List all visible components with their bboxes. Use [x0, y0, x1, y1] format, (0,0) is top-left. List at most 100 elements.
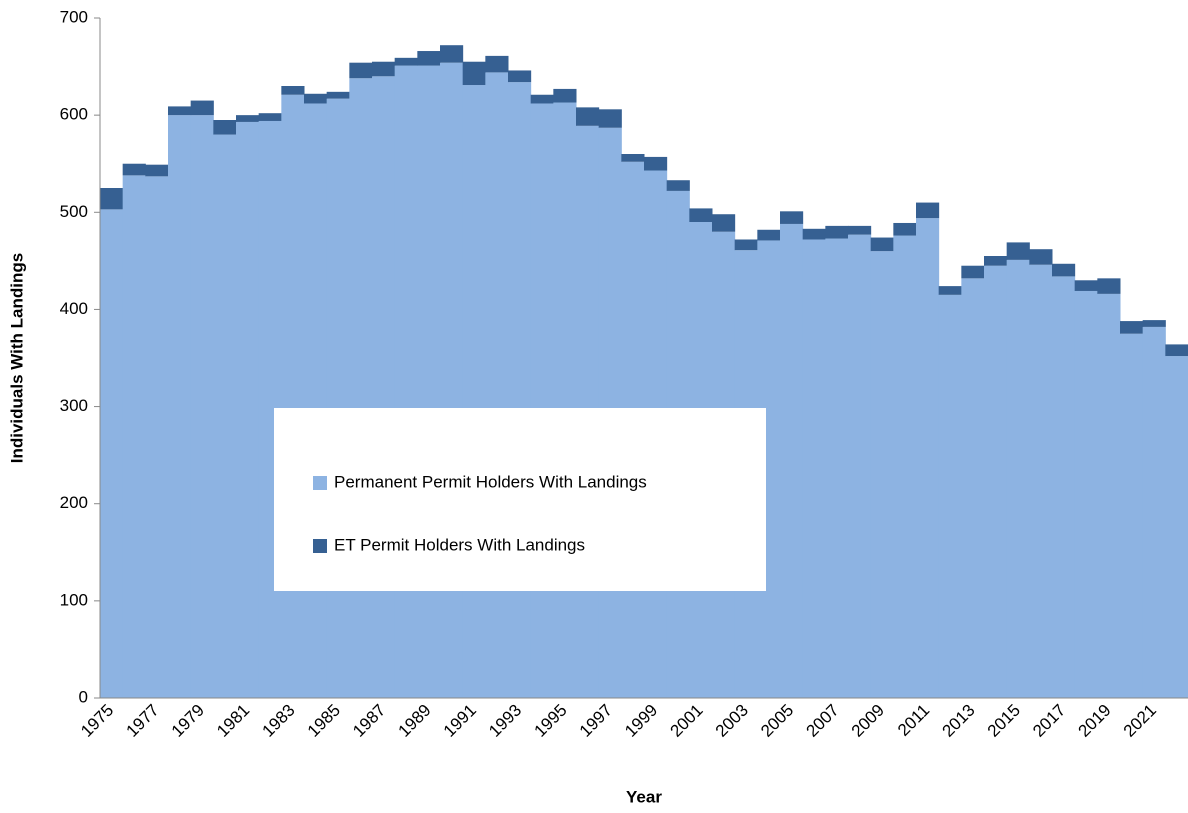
x-tick-label: 2021 [1120, 701, 1160, 741]
bar-segment [1074, 280, 1098, 291]
bar-segment [961, 265, 985, 279]
bar-segment [213, 134, 237, 699]
bar-segment [462, 85, 486, 699]
bar-segment [213, 120, 237, 135]
bar-segment [326, 98, 350, 699]
x-tick-label: 1985 [304, 701, 344, 741]
bar-segment [440, 62, 464, 698]
bar-segment [916, 202, 940, 219]
bar-segment [893, 235, 917, 698]
bar-segment [100, 188, 124, 210]
y-tick-label: 700 [60, 7, 88, 26]
bar-segment [281, 86, 305, 95]
bar-segment [802, 228, 826, 240]
bar-segment [1142, 320, 1166, 327]
x-tick-label: 2003 [712, 701, 752, 741]
bar-segment [576, 107, 600, 126]
y-tick-label: 500 [60, 202, 88, 221]
x-tick-label: 1977 [122, 701, 162, 741]
y-tick-label: 300 [60, 396, 88, 415]
bar-segment [1097, 278, 1121, 294]
bar-segment [372, 61, 396, 77]
bar-segment [1029, 249, 1053, 265]
x-tick-label: 1987 [349, 701, 389, 741]
x-tick-label: 2005 [757, 701, 797, 741]
y-axis-title: Individuals With Landings [7, 253, 26, 463]
bar-segment [598, 109, 622, 128]
legend-swatch [313, 539, 327, 553]
bar-segment [1052, 276, 1076, 698]
bar-segment [508, 70, 532, 83]
bar-segment [485, 55, 509, 73]
bar-segment [394, 57, 418, 66]
bar-segment [417, 51, 441, 66]
bar-segment [870, 251, 894, 698]
bar-segment [621, 154, 645, 162]
bar-segment [462, 61, 486, 86]
legend-label: ET Permit Holders With Landings [334, 535, 585, 554]
x-tick-label: 1979 [168, 701, 208, 741]
x-tick-label: 1975 [77, 701, 117, 741]
bar-segment [349, 78, 373, 698]
bar-segment [304, 93, 328, 104]
y-tick-label: 600 [60, 105, 88, 124]
bar-segment [190, 115, 214, 698]
x-tick-label: 2019 [1074, 701, 1114, 741]
x-tick-label: 2013 [938, 701, 978, 741]
x-tick-label: 1997 [576, 701, 616, 741]
bar-segment [168, 106, 192, 116]
y-tick-label: 0 [79, 687, 88, 706]
bar-segment [984, 265, 1008, 698]
bar-segment [258, 113, 282, 121]
bar-segment [893, 222, 917, 236]
x-axis-title: Year [626, 787, 662, 806]
bar-segment [1120, 333, 1144, 698]
bar-segment [122, 163, 146, 176]
bar-segment [530, 94, 554, 104]
bar-segment [417, 65, 441, 699]
bar-segment [1006, 242, 1030, 260]
bar-segment [938, 294, 962, 698]
bar-segment [780, 223, 804, 698]
bar-segment [848, 225, 872, 235]
bar-segment [848, 234, 872, 698]
bar-segment [916, 218, 940, 698]
x-tick-label: 1999 [621, 701, 661, 741]
bar-segment [394, 65, 418, 699]
bar-segment [349, 62, 373, 79]
x-tick-label: 2017 [1029, 701, 1069, 741]
bar-segment [553, 102, 577, 698]
y-tick-label: 200 [60, 493, 88, 512]
x-tick-label: 1991 [440, 701, 480, 741]
bar-segment [870, 237, 894, 252]
bar-segment [825, 238, 849, 698]
bar-segment [1165, 344, 1188, 357]
bar-segment [304, 103, 328, 698]
bar-segment [938, 286, 962, 295]
bar-segment [712, 214, 736, 232]
bar-segment [440, 45, 464, 63]
bar-segment [485, 72, 509, 698]
bar-segment [122, 175, 146, 698]
bar-segment [825, 225, 849, 239]
bar-segment [689, 208, 713, 222]
bar-segment [326, 91, 350, 99]
bar-segment [802, 239, 826, 698]
bar-segment [100, 209, 124, 698]
bar-segment [666, 180, 690, 191]
x-tick-label: 2009 [848, 701, 888, 741]
bar-segment [168, 115, 192, 698]
bar-segment [1120, 321, 1144, 334]
legend-swatch [313, 476, 327, 490]
bar-segment [145, 176, 169, 699]
bar-segment [553, 88, 577, 103]
x-tick-label: 2011 [894, 701, 933, 740]
bar-segment [508, 82, 532, 699]
y-tick-label: 100 [60, 590, 88, 609]
x-tick-label: 1989 [394, 701, 434, 741]
legend-label: Permanent Permit Holders With Landings [334, 472, 647, 491]
x-tick-label: 2015 [984, 701, 1024, 741]
bar-segment [1142, 326, 1166, 698]
bar-segment [757, 229, 781, 241]
bar-segment [1052, 263, 1076, 277]
